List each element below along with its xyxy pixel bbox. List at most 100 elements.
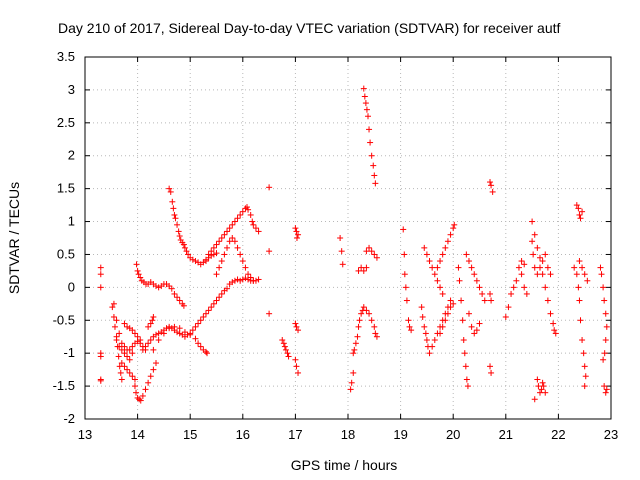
data-point xyxy=(205,251,212,258)
data-point xyxy=(234,276,241,283)
data-point xyxy=(487,179,494,186)
data-point xyxy=(239,208,246,215)
data-point xyxy=(355,323,362,330)
data-point xyxy=(405,317,412,324)
data-point xyxy=(174,294,181,301)
data-point xyxy=(129,350,136,357)
data-point xyxy=(339,261,346,268)
data-point xyxy=(363,307,370,314)
data-point xyxy=(544,297,551,304)
data-point xyxy=(200,313,207,320)
data-point xyxy=(476,320,483,327)
data-point xyxy=(429,264,436,271)
data-point xyxy=(458,297,465,304)
data-point xyxy=(200,259,207,266)
data-point xyxy=(181,244,188,251)
data-point xyxy=(368,152,375,159)
data-point xyxy=(547,310,554,317)
x-tick-label: 22 xyxy=(551,427,565,442)
data-point xyxy=(111,323,118,330)
data-point xyxy=(218,235,225,241)
data-point xyxy=(205,307,212,314)
data-point xyxy=(450,225,457,232)
data-point xyxy=(252,225,259,232)
data-point xyxy=(213,241,220,248)
data-point xyxy=(285,353,292,360)
data-point xyxy=(150,313,157,320)
data-point xyxy=(550,320,557,327)
data-points xyxy=(97,85,610,404)
data-point xyxy=(579,264,586,271)
data-point xyxy=(577,317,584,324)
data-point xyxy=(400,226,407,233)
data-point xyxy=(465,310,472,317)
data-point xyxy=(185,251,192,258)
data-point xyxy=(439,323,446,330)
data-point xyxy=(139,392,146,399)
data-point xyxy=(523,290,530,297)
data-point xyxy=(471,330,478,337)
x-tick-label: 14 xyxy=(130,427,144,442)
data-point xyxy=(142,343,149,350)
data-point xyxy=(129,327,136,334)
data-point xyxy=(295,369,302,376)
data-point xyxy=(171,211,178,218)
data-point xyxy=(434,264,441,271)
data-point xyxy=(401,251,408,258)
data-point xyxy=(124,366,131,373)
data-point xyxy=(145,340,152,347)
data-point xyxy=(255,276,262,283)
data-point xyxy=(575,284,582,291)
data-point xyxy=(124,323,131,330)
data-point xyxy=(175,228,182,235)
data-point xyxy=(355,267,362,274)
x-tick-label: 20 xyxy=(446,427,460,442)
y-tick-label: 2.5 xyxy=(57,115,75,130)
data-point xyxy=(97,271,104,278)
data-point xyxy=(279,337,286,344)
data-point xyxy=(488,369,495,376)
data-point xyxy=(488,297,495,304)
data-point xyxy=(352,340,359,347)
data-point xyxy=(213,297,220,304)
data-point xyxy=(348,379,355,386)
data-point xyxy=(250,221,257,228)
data-point xyxy=(463,251,470,258)
data-point xyxy=(210,244,217,251)
y-tick-label: 1 xyxy=(68,214,75,229)
data-point xyxy=(350,350,357,357)
data-point xyxy=(451,221,458,228)
data-point xyxy=(370,162,377,169)
data-point xyxy=(603,323,610,330)
data-point xyxy=(134,333,141,340)
data-point xyxy=(508,290,515,297)
data-point xyxy=(234,244,241,251)
data-point xyxy=(224,285,231,292)
data-point xyxy=(239,276,246,283)
data-point xyxy=(293,235,300,241)
chart-title: Day 210 of 2017, Sidereal Day-to-day VTE… xyxy=(58,20,561,36)
data-point xyxy=(155,330,162,337)
data-point xyxy=(237,277,244,284)
data-point xyxy=(183,248,190,255)
data-point xyxy=(408,327,415,334)
data-point xyxy=(439,251,446,258)
data-point xyxy=(168,285,175,292)
data-point xyxy=(421,323,428,330)
data-point xyxy=(481,297,488,304)
data-point xyxy=(487,290,494,297)
data-point xyxy=(373,333,380,340)
data-point xyxy=(244,204,251,211)
data-point xyxy=(447,304,454,311)
data-point xyxy=(170,205,177,212)
data-point xyxy=(584,277,591,284)
data-point xyxy=(358,310,365,317)
data-point xyxy=(293,228,300,235)
data-point xyxy=(247,211,254,218)
data-point xyxy=(439,290,446,297)
data-point xyxy=(431,337,438,344)
data-point xyxy=(347,386,354,393)
data-point xyxy=(202,310,209,317)
data-point xyxy=(460,337,467,344)
